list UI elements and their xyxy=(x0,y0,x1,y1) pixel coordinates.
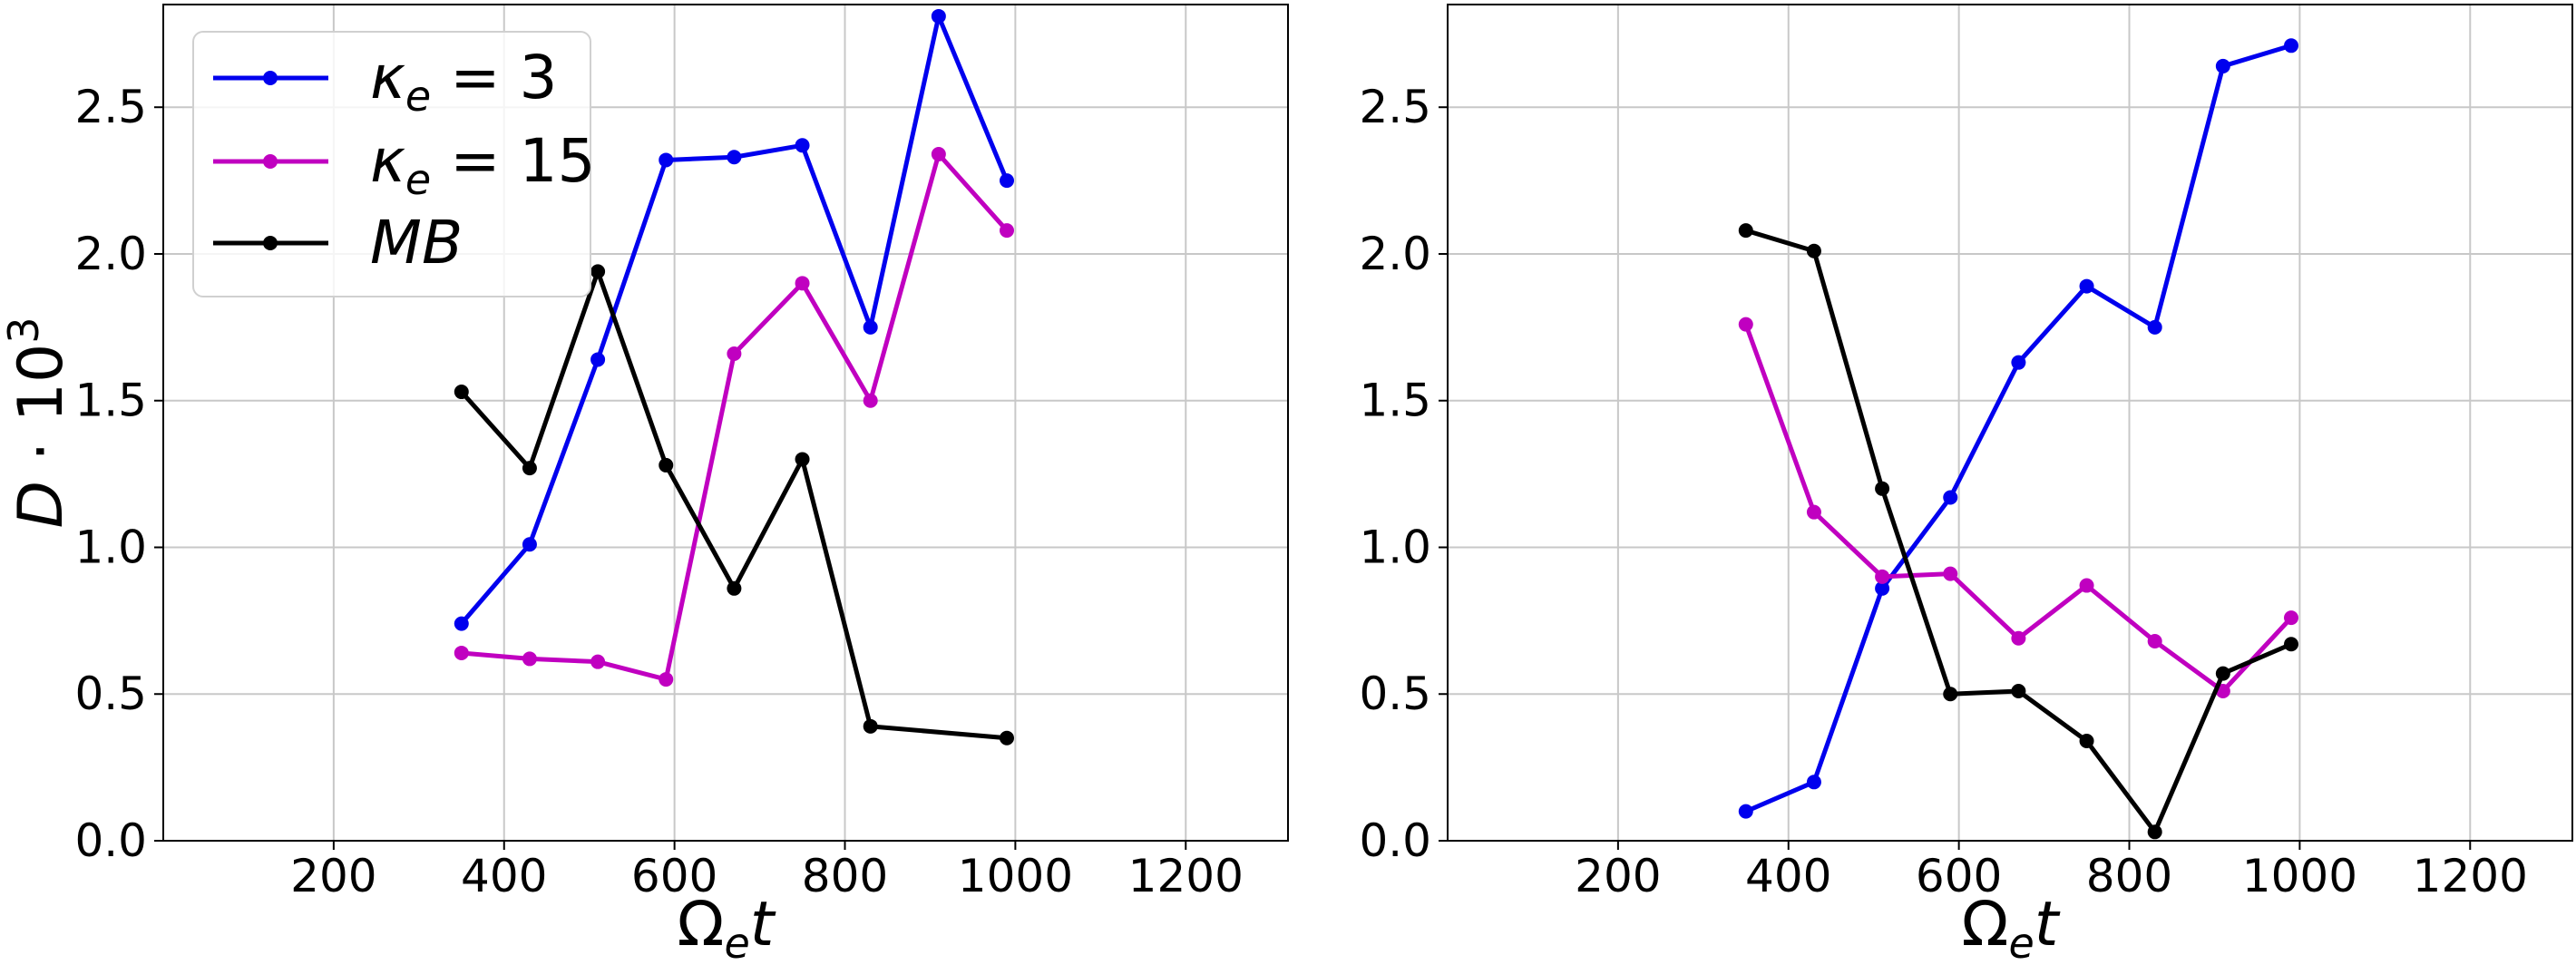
y-tick-label: 1.0 xyxy=(74,521,147,573)
data-point xyxy=(2215,666,2230,681)
x-axis-label: Ωet xyxy=(678,889,776,961)
data-point xyxy=(2215,58,2230,73)
data-point xyxy=(1738,223,1753,239)
data-point xyxy=(795,276,810,291)
x-tick-label: 400 xyxy=(1745,850,1831,902)
legend xyxy=(192,31,591,297)
data-point xyxy=(1943,490,1958,505)
x-tick-label: 1000 xyxy=(2242,850,2357,902)
x-tick-label: 800 xyxy=(2086,850,2172,902)
data-point xyxy=(590,352,606,367)
y-tick-label: 0.0 xyxy=(74,814,147,867)
plot-frame xyxy=(162,4,1289,842)
data-point xyxy=(454,385,469,400)
y-tick-label: 0.0 xyxy=(1359,814,1431,867)
plot-frame xyxy=(1447,4,2573,842)
data-point xyxy=(1000,173,1014,189)
y-tick-label: 1.0 xyxy=(1359,521,1431,573)
data-point xyxy=(2284,38,2298,54)
data-point xyxy=(2147,319,2162,335)
data-point xyxy=(2147,824,2162,840)
data-point xyxy=(659,152,674,168)
data-point xyxy=(522,651,537,667)
data-point xyxy=(1738,317,1753,332)
y-tick-label: 2.0 xyxy=(1359,228,1431,280)
x-tick-label: 200 xyxy=(1575,850,1661,902)
data-point xyxy=(863,319,878,335)
data-point xyxy=(2079,278,2094,294)
data-point xyxy=(1738,804,1753,819)
series-line-2 xyxy=(459,268,1008,741)
data-point xyxy=(2284,637,2298,652)
y-tick-label: 0.5 xyxy=(1359,668,1431,720)
y-tick-label: 1.5 xyxy=(74,375,147,427)
data-point xyxy=(1806,775,1821,790)
data-point xyxy=(590,264,606,279)
data-point xyxy=(2011,355,2026,370)
data-point xyxy=(1000,730,1014,746)
data-point xyxy=(863,393,878,408)
x-tick-label: 1000 xyxy=(958,850,1073,902)
data-point xyxy=(931,8,946,24)
y-tick-label: 1.5 xyxy=(1359,375,1431,427)
data-point xyxy=(1000,223,1014,239)
data-point xyxy=(2079,734,2094,749)
x-tick-label: 600 xyxy=(1916,850,2002,902)
data-point xyxy=(454,616,469,631)
x-tick-label: 800 xyxy=(802,850,888,902)
data-point xyxy=(2011,630,2026,646)
data-point xyxy=(2147,634,2162,649)
data-point xyxy=(2011,684,2026,699)
data-point xyxy=(522,461,537,476)
data-point xyxy=(659,457,674,473)
data-point xyxy=(795,452,810,467)
data-point xyxy=(727,346,742,361)
x-tick-label: 600 xyxy=(631,850,717,902)
data-point xyxy=(1806,243,1821,258)
data-point xyxy=(1875,580,1890,596)
data-point xyxy=(727,580,742,596)
data-point xyxy=(590,654,606,669)
data-point xyxy=(2284,610,2298,626)
x-tick-label: 200 xyxy=(290,850,376,902)
y-tick-label: 2.5 xyxy=(74,81,147,133)
data-point xyxy=(659,672,674,687)
y-tick-label: 2.0 xyxy=(74,228,147,280)
chart-panel-right: 200 400 600 800 1000 1200 0.0 0.5 1.0 1.5 2.0 2.5 Ωe… xyxy=(1359,4,2573,965)
data-point xyxy=(454,645,469,660)
data-point xyxy=(1806,504,1821,520)
data-point xyxy=(1875,481,1890,496)
data-point xyxy=(931,146,946,161)
data-point xyxy=(863,718,878,734)
data-point xyxy=(795,138,810,153)
y-tick-label: 2.5 xyxy=(1359,81,1431,133)
data-point xyxy=(727,150,742,165)
x-tick-label: 1200 xyxy=(2413,850,2528,902)
data-point xyxy=(522,537,537,552)
x-tick-label: 400 xyxy=(461,850,547,902)
data-point xyxy=(1875,569,1890,584)
x-axis-label: Ωet xyxy=(1962,889,2061,961)
y-tick-label: 0.5 xyxy=(74,668,147,720)
data-point xyxy=(1943,566,1958,581)
data-point xyxy=(1943,687,1958,702)
data-point xyxy=(2079,578,2094,593)
x-tick-label: 1200 xyxy=(1128,850,1244,902)
y-axis-label: D · 103 xyxy=(0,317,77,528)
